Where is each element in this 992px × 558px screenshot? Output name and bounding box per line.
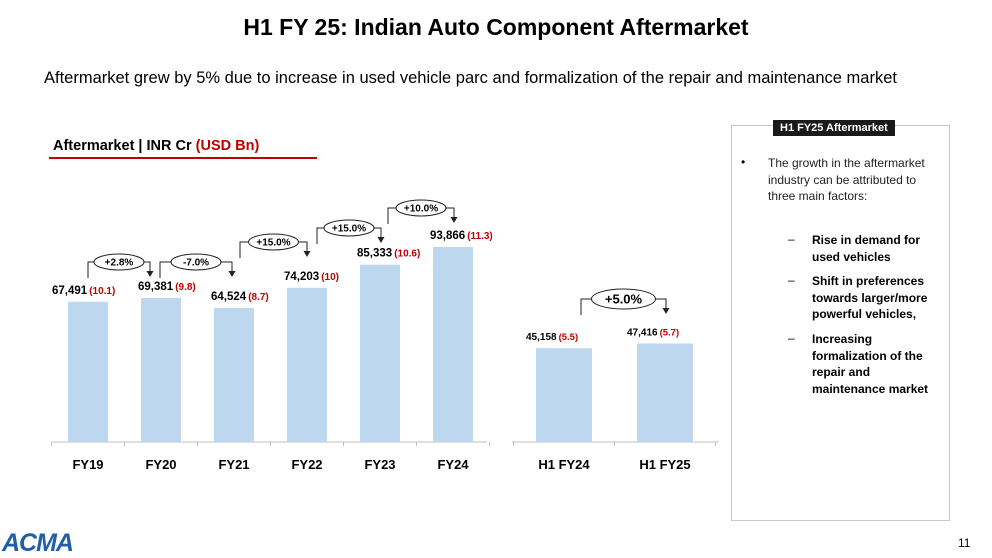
value-label: 74,203 — [284, 271, 319, 283]
usd-label: (8.7) — [248, 292, 269, 303]
usd-label: (9.8) — [175, 282, 196, 293]
factor-item: Shift in preferences towards larger/more… — [812, 274, 928, 321]
bar — [68, 301, 108, 442]
bar — [214, 307, 254, 442]
sidebar-panel — [731, 125, 950, 521]
growth-label: +10.0% — [404, 204, 438, 215]
value-label: 45,158 — [526, 332, 557, 343]
page-subtitle: Aftermarket grew by 5% due to increase i… — [44, 69, 897, 87]
x-tick-label: FY23 — [364, 457, 395, 472]
x-tick-label: H1 FY25 — [639, 457, 690, 472]
sidebar-bullet-text: The growth in the aftermarket industry c… — [768, 156, 925, 203]
value-label: 93,866 — [430, 230, 465, 242]
growth-label: +15.0% — [332, 224, 366, 235]
factor-item: Rise in demand for used vehicles — [812, 233, 921, 264]
usd-label: (11.3) — [467, 231, 493, 242]
growth-badge — [93, 253, 145, 271]
factor-dash: – — [788, 232, 795, 246]
growth-badge — [248, 233, 299, 251]
usd-label: (10.6) — [394, 249, 420, 260]
growth-label: +2.8% — [105, 258, 134, 269]
value-label: 47,416 — [627, 327, 658, 338]
growth-label: -7.0% — [183, 258, 209, 269]
chart-header-unit: Aftermarket | INR Cr — [53, 138, 196, 154]
bullet-dot: • — [741, 155, 746, 169]
growth-arrowhead — [450, 217, 458, 223]
x-tick-label: FY22 — [291, 457, 322, 472]
bar — [360, 264, 400, 442]
factor-item: Increasing formalization of the repair a… — [812, 332, 929, 396]
growth-arrowhead — [377, 237, 385, 243]
page-number: 11 — [958, 536, 971, 550]
bar — [287, 287, 327, 442]
x-tick-label: FY20 — [145, 457, 176, 472]
bar — [141, 297, 181, 442]
x-tick-label: FY24 — [437, 457, 469, 472]
usd-label: (5.5) — [559, 332, 579, 343]
x-tick-label: FY21 — [218, 457, 249, 472]
acma-logo: ACMA — [2, 529, 74, 557]
bar — [536, 348, 592, 442]
x-tick-label: H1 FY24 — [538, 457, 590, 472]
value-label: 69,381 — [138, 281, 174, 293]
growth-arrowhead — [303, 251, 311, 257]
growth-label: +5.0% — [605, 292, 643, 307]
growth-arrowhead — [228, 271, 236, 277]
growth-arrowhead — [662, 308, 670, 314]
usd-label: (10.1) — [89, 286, 115, 297]
growth-badge — [323, 219, 375, 237]
page-title: H1 FY 25: Indian Auto Component Aftermar… — [243, 14, 749, 40]
value-label: 85,333 — [357, 248, 392, 260]
value-label: 64,524 — [211, 291, 247, 303]
chart-header: Aftermarket | INR Cr (USD Bn) — [53, 138, 259, 154]
growth-label: +15.0% — [256, 238, 290, 249]
sidebar-tab: H1 FY25 Aftermarket — [773, 120, 895, 136]
usd-label: (5.7) — [660, 327, 680, 338]
growth-badge — [170, 253, 222, 271]
bar — [433, 247, 473, 442]
usd-label: (10) — [321, 272, 339, 283]
growth-badge — [395, 199, 447, 217]
growth-badge — [591, 288, 656, 310]
factor-dash: – — [788, 273, 795, 287]
chart-header-underline — [49, 157, 317, 159]
x-tick-label: FY19 — [72, 457, 103, 472]
bar — [637, 343, 693, 442]
value-label: 67,491 — [52, 285, 88, 297]
factor-dash: – — [788, 331, 795, 345]
growth-arrowhead — [146, 271, 154, 277]
chart-header-usd: (USD Bn) — [195, 138, 260, 154]
